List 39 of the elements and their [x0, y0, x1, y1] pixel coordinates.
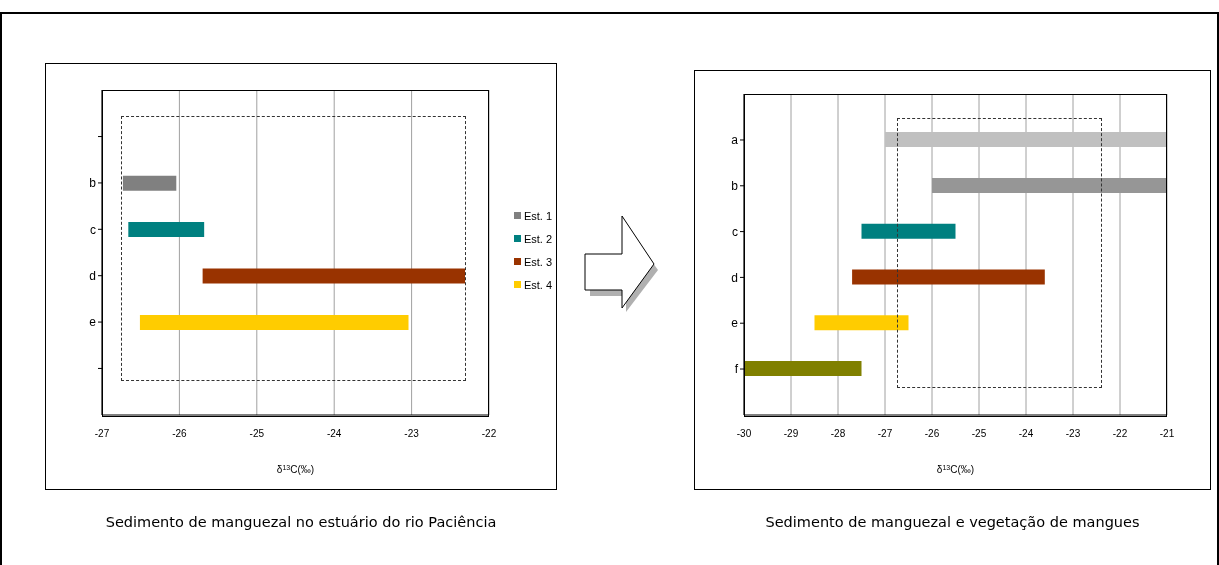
- y-tick-label: e: [731, 316, 739, 331]
- y-tick-label: d: [89, 268, 96, 283]
- legend-label: Est. 3: [523, 255, 552, 268]
- x-axis-title: δ$^{13}$C(‰): [276, 463, 315, 475]
- x-tick-label: -27: [877, 428, 893, 439]
- x-tick-label: -28: [830, 428, 846, 439]
- x-tick-label: -27: [94, 428, 110, 439]
- bar: [852, 269, 1045, 285]
- y-tick-label: c: [90, 222, 96, 237]
- x-tick-label: -23: [1065, 428, 1081, 439]
- x-tick-label: -26: [172, 428, 188, 439]
- y-tick-label: f: [734, 362, 739, 377]
- x-tick-label: -26: [924, 428, 940, 439]
- x-tick-label: -24: [326, 428, 342, 439]
- x-tick-label: -24: [1018, 428, 1034, 439]
- x-axis-title: δ$^{13}$C(‰): [936, 463, 975, 475]
- y-tick-label: d: [731, 270, 738, 285]
- y-tick-label: b: [731, 179, 739, 194]
- y-tick-label: c: [732, 224, 738, 239]
- x-tick-label: -25: [249, 428, 265, 439]
- y-tick-label: a: [731, 133, 739, 148]
- x-tick-label: -22: [481, 428, 497, 439]
- x-tick-label: -29: [783, 428, 799, 439]
- bar: [885, 132, 1167, 148]
- legend-label: Est. 4: [523, 278, 552, 291]
- legend-label: Est. 1: [523, 209, 552, 222]
- bar: [861, 223, 956, 239]
- bar: [744, 361, 862, 377]
- y-tick-label: b: [89, 176, 97, 191]
- x-tick-label: -21: [1159, 428, 1175, 439]
- x-tick-label: -22: [1112, 428, 1128, 439]
- x-tick-label: -30: [736, 428, 752, 439]
- y-tick-label: e: [89, 315, 97, 330]
- x-tick-label: -25: [971, 428, 987, 439]
- legend-label: Est. 2: [523, 232, 552, 245]
- text: Sedimento de manguezal no estuário do rio Paciência: [104, 514, 498, 530]
- x-tick-label: -23: [404, 428, 420, 439]
- text: Sedimento de manguezal e vegetação de mangues: [764, 514, 1141, 530]
- bar: [814, 315, 909, 331]
